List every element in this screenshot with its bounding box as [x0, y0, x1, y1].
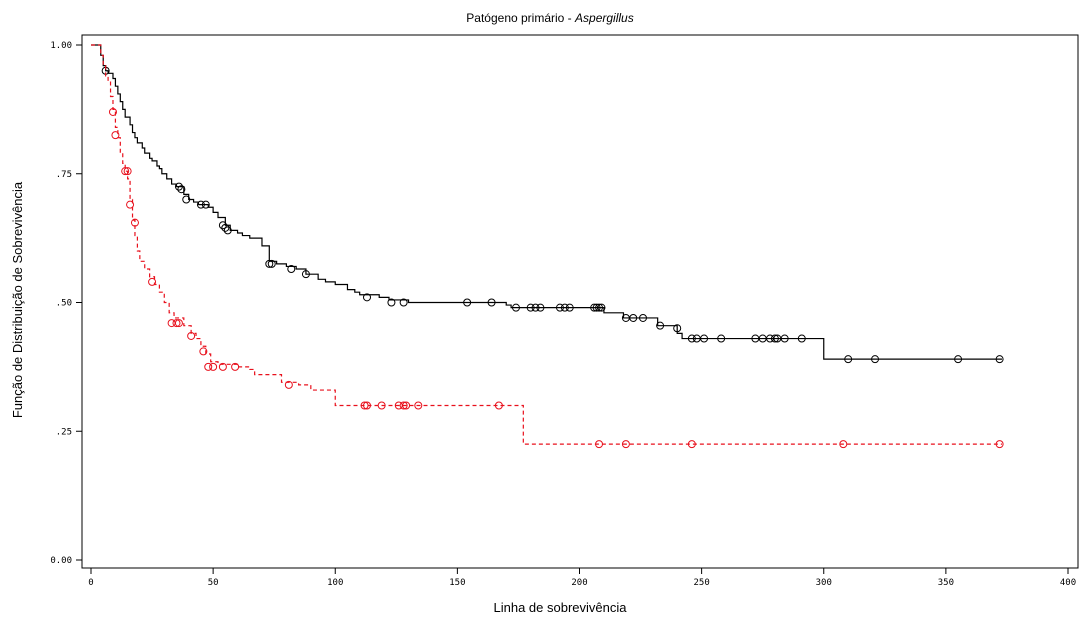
censor-marker [717, 334, 726, 343]
censor-marker [592, 303, 601, 312]
censor-marker [377, 401, 386, 410]
survival-curve-2 [91, 44, 1003, 445]
censor-marker [231, 362, 240, 371]
censor-marker [595, 440, 604, 449]
censor-marker [387, 298, 396, 307]
censor-marker [780, 334, 789, 343]
censor-marker [363, 293, 372, 302]
censor-marker [196, 200, 205, 209]
chart-title-pathogen: Aspergillus [574, 11, 634, 25]
x-tick-label: 350 [938, 578, 954, 588]
x-tick-label: 300 [816, 578, 832, 588]
censor-marker [844, 355, 853, 364]
x-tick-label: 200 [571, 578, 587, 588]
censor-marker [526, 303, 535, 312]
censor-marker [656, 321, 665, 330]
x-tick-label: 0 [88, 578, 93, 588]
censor-marker [995, 440, 1004, 449]
censor-marker [954, 355, 963, 364]
censor-marker [287, 265, 296, 274]
censor-marker [218, 362, 227, 371]
plot-frame [81, 34, 1079, 569]
censor-marker [871, 355, 880, 364]
censor-marker [363, 401, 372, 410]
censor-marker [267, 259, 276, 268]
censor-marker [700, 334, 709, 343]
censor-marker [687, 440, 696, 449]
censor-marker [172, 319, 181, 328]
censor-marker [770, 334, 779, 343]
y-tick-label: .50 [56, 299, 72, 309]
x-tick-label: 150 [449, 578, 465, 588]
censor-marker [204, 362, 213, 371]
censor-marker [621, 440, 630, 449]
censor-marker [639, 313, 648, 322]
censor-marker [536, 303, 545, 312]
censor-marker [360, 401, 369, 410]
x-tick-label: 50 [208, 578, 219, 588]
censor-marker [511, 303, 520, 312]
censor-marker [126, 200, 135, 209]
censor-marker [108, 107, 117, 116]
censor-marker [463, 298, 472, 307]
censor-marker [597, 303, 606, 312]
censor-marker [123, 167, 132, 176]
censor-marker [839, 440, 848, 449]
censor-marker [494, 401, 503, 410]
y-axis: 0.00 .25 .50 .75 1.00 [50, 41, 82, 566]
censor-marker [797, 334, 806, 343]
censor-marker [148, 277, 157, 286]
censor-marker [629, 313, 638, 322]
censor-marker [531, 303, 540, 312]
censor-marker [402, 401, 411, 410]
censor-marker [560, 303, 569, 312]
censor-marker [187, 331, 196, 340]
y-axis-label: Função de Distribuição de Sobrevivência [10, 181, 25, 418]
censor-marker [399, 401, 408, 410]
censor-marker [595, 303, 604, 312]
censor-marker [182, 195, 191, 204]
y-tick-label: 1.00 [50, 41, 72, 51]
x-tick-label: 100 [327, 578, 343, 588]
x-tick-label: 400 [1060, 578, 1076, 588]
censor-marker [555, 303, 564, 312]
y-tick-label: .25 [56, 427, 72, 437]
censor-marker [111, 131, 120, 140]
survival-curve-1 [91, 44, 1003, 360]
censor-marker [265, 259, 274, 268]
y-tick-label: 0.00 [50, 556, 72, 566]
censor-marker [209, 362, 218, 371]
y-tick-label: .75 [56, 170, 72, 180]
censor-marker [414, 401, 423, 410]
censor-marker [565, 303, 574, 312]
chart-title-prefix: Patógeno primário - [466, 11, 575, 25]
censor-marker [218, 221, 227, 230]
censor-marker [223, 226, 232, 235]
series-layer [91, 44, 1004, 449]
censor-marker [673, 324, 682, 333]
x-tick-label: 250 [693, 578, 709, 588]
censor-marker [174, 319, 183, 328]
x-axis: 0 50 100 150 200 250 300 350 400 [88, 568, 1076, 588]
censor-marker [301, 270, 310, 279]
censor-marker [221, 223, 230, 232]
censor-marker [687, 334, 696, 343]
censor-marker [130, 218, 139, 227]
x-axis-label: Linha de sobrevivência [494, 600, 628, 615]
censor-marker [201, 200, 210, 209]
censor-marker [177, 185, 186, 194]
censor-marker [174, 182, 183, 191]
censor-marker [995, 355, 1004, 364]
censor-marker [487, 298, 496, 307]
censor-marker [399, 298, 408, 307]
censor-marker [121, 167, 130, 176]
censor-marker [199, 347, 208, 356]
chart-title: Patógeno primário - Aspergillus [466, 11, 633, 25]
censor-marker [284, 380, 293, 389]
